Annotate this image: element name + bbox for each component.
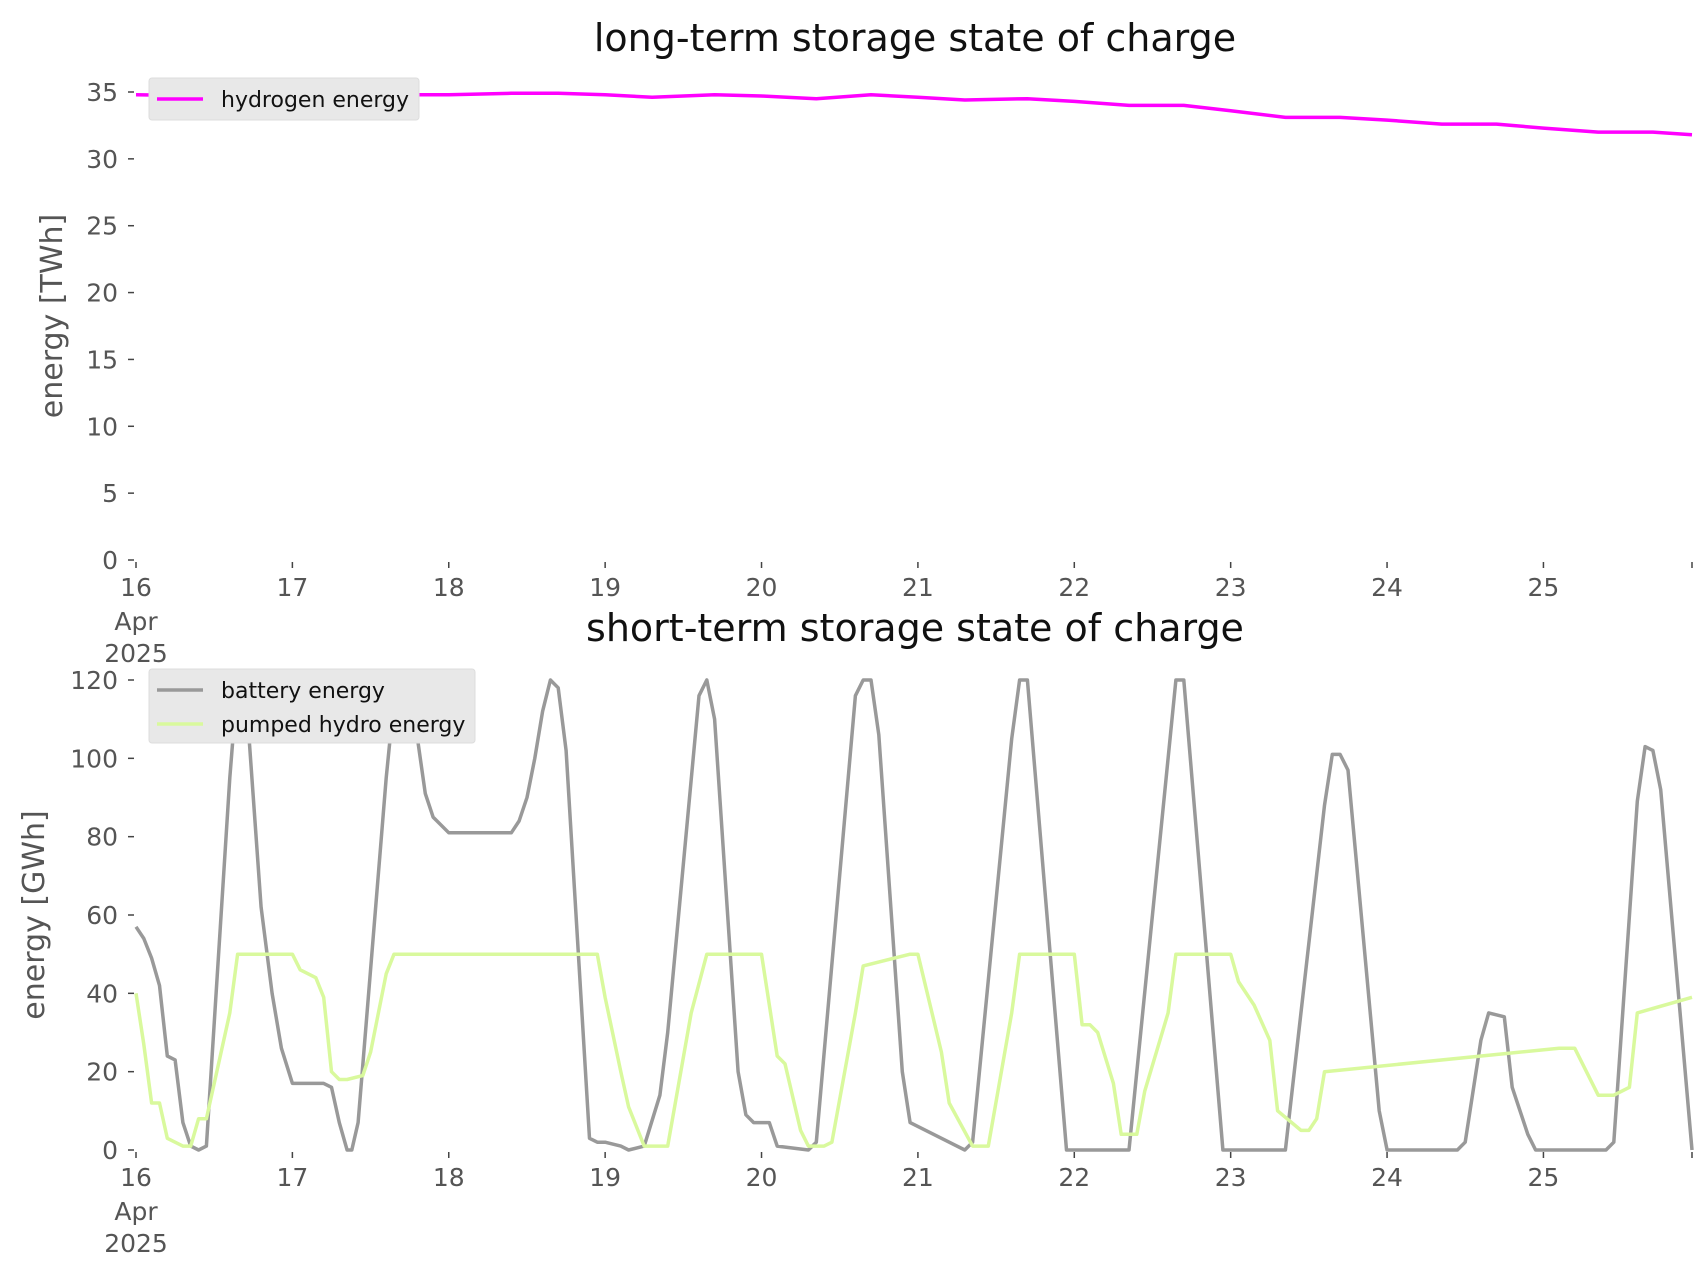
- x-tick-label: 18: [433, 1163, 465, 1192]
- series-line: [135, 91, 1693, 137]
- x-tick-label: 20: [746, 1163, 778, 1192]
- y-tick-label: 30: [86, 145, 118, 174]
- chart-title: short-term storage state of charge: [586, 606, 1244, 650]
- x-tick-label-extra: Apr: [114, 607, 158, 636]
- short-term-storage-chart: short-term storage state of charge energ…: [17, 606, 1694, 1258]
- x-tick-label: 16: [120, 573, 152, 602]
- x-tick-label: 17: [276, 573, 308, 602]
- x-tick-label: 21: [902, 573, 934, 602]
- x-tick-label: 19: [589, 573, 621, 602]
- y-tick-label: 35: [86, 78, 118, 107]
- y-tick-label: 15: [86, 345, 118, 374]
- series-line: [134, 678, 1694, 1152]
- y-tick-label: 0: [102, 1136, 118, 1165]
- x-tick-label: 23: [1215, 573, 1247, 602]
- x-tick-label: 17: [276, 1163, 308, 1192]
- x-tick-label: 24: [1371, 1163, 1403, 1192]
- x-tick-label: 25: [1528, 1163, 1560, 1192]
- y-tick-label: 40: [86, 979, 118, 1008]
- y-tick-label: 5: [102, 479, 118, 508]
- x-tick-label-extra: 2025: [104, 639, 168, 668]
- x-tick-label: 20: [746, 573, 778, 602]
- x-tick-label: 24: [1371, 573, 1403, 602]
- y-tick-label: 60: [86, 901, 118, 930]
- x-tick-label: 25: [1528, 573, 1560, 602]
- y-axis-label: energy [TWh]: [35, 214, 70, 418]
- x-tick-label: 19: [589, 1163, 621, 1192]
- legend-box: [148, 668, 476, 744]
- y-tick-label: 20: [86, 1058, 118, 1087]
- legend-box: [148, 77, 420, 121]
- legend-label: battery energy: [221, 679, 385, 704]
- long-term-storage-chart: long-term storage state of charge energy…: [35, 16, 1693, 668]
- x-tick-label: 22: [1058, 1163, 1090, 1192]
- legend-label: hydrogen energy: [221, 88, 409, 113]
- legend-label: pumped hydro energy: [221, 713, 465, 738]
- x-tick-label-extra: Apr: [114, 1197, 158, 1226]
- x-tick-label: 16: [120, 1163, 152, 1192]
- chart-title: long-term storage state of charge: [594, 16, 1236, 60]
- x-tick-label: 18: [433, 573, 465, 602]
- plot-area: 0 20 40 60 80 100 120 16 Apr 2025 17 18 19 20 21 22 23 24…: [70, 666, 1694, 1258]
- x-tick-label: 23: [1215, 1163, 1247, 1192]
- x-tick-label: 22: [1058, 573, 1090, 602]
- legend: hydrogen energy: [148, 77, 420, 121]
- y-tick-label: 10: [86, 412, 118, 441]
- x-tick-label: 21: [902, 1163, 934, 1192]
- legend: battery energy pumped hydro energy: [148, 668, 476, 744]
- y-tick-label: 80: [86, 823, 118, 852]
- series-line: [134, 952, 1693, 1148]
- y-tick-label: 20: [86, 279, 118, 308]
- y-tick-label: 120: [70, 666, 118, 695]
- y-tick-label: 0: [102, 546, 118, 575]
- x-tick-label-extra: 2025: [104, 1229, 168, 1258]
- y-tick-label: 100: [70, 744, 118, 773]
- y-axis-label: energy [GWh]: [17, 810, 52, 1019]
- y-tick-label: 25: [86, 212, 118, 241]
